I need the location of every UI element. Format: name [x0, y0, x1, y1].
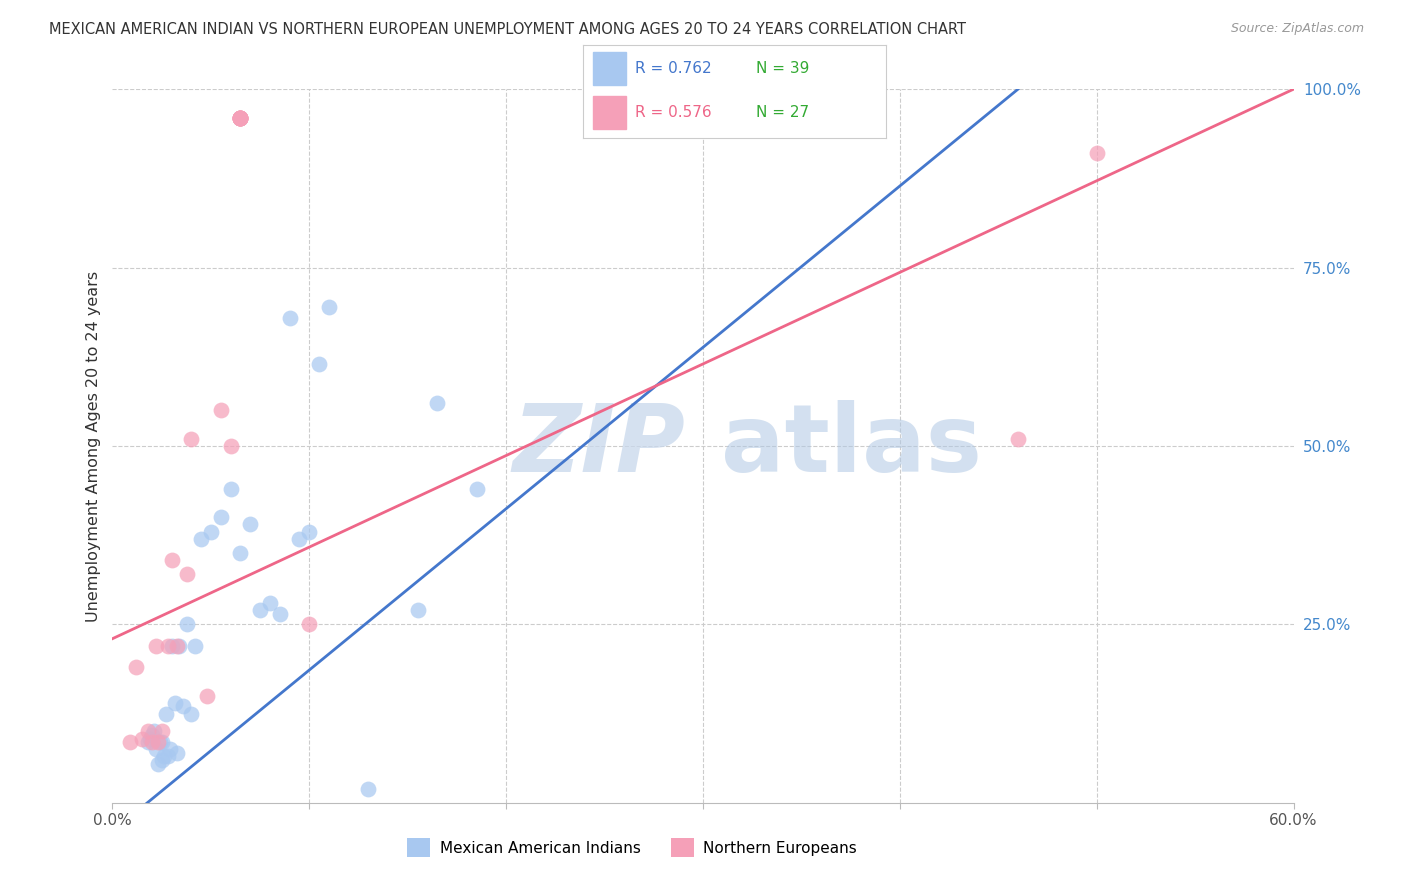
Point — [125, 660, 148, 674]
Point — [155, 706, 177, 721]
Point — [150, 753, 173, 767]
Point — [308, 357, 330, 371]
Point — [160, 639, 183, 653]
Point — [426, 396, 449, 410]
Point — [169, 639, 191, 653]
Point — [152, 749, 174, 764]
Bar — [592, 96, 626, 129]
Point — [269, 607, 291, 621]
Point — [229, 111, 252, 125]
Point — [150, 735, 173, 749]
Point — [229, 546, 252, 560]
Point — [160, 553, 183, 567]
Point — [209, 510, 232, 524]
Text: R = 0.576: R = 0.576 — [636, 105, 711, 120]
Point — [219, 482, 242, 496]
Text: R = 0.762: R = 0.762 — [636, 61, 711, 76]
Point — [229, 111, 252, 125]
Point — [131, 731, 153, 746]
Point — [239, 517, 262, 532]
Point — [288, 532, 311, 546]
Point — [200, 524, 222, 539]
Point — [190, 532, 212, 546]
Text: atlas: atlas — [721, 400, 981, 492]
Point — [184, 639, 207, 653]
Point — [150, 724, 173, 739]
Point — [1007, 432, 1029, 446]
Point — [141, 735, 163, 749]
Point — [229, 111, 252, 125]
Point — [318, 300, 340, 314]
Point — [145, 742, 167, 756]
Legend: Mexican American Indians, Northern Europeans: Mexican American Indians, Northern Europ… — [401, 832, 863, 863]
Point — [229, 111, 252, 125]
Point — [229, 111, 252, 125]
Point — [176, 567, 198, 582]
Point — [209, 403, 232, 417]
Bar — [592, 52, 626, 85]
Point — [139, 731, 162, 746]
Point — [165, 696, 187, 710]
Point — [298, 617, 321, 632]
Point — [156, 639, 179, 653]
Point — [219, 439, 242, 453]
Y-axis label: Unemployment Among Ages 20 to 24 years: Unemployment Among Ages 20 to 24 years — [86, 270, 101, 622]
Point — [357, 781, 380, 796]
Point — [1085, 146, 1108, 161]
Point — [149, 735, 172, 749]
Point — [146, 756, 169, 771]
Point — [166, 639, 188, 653]
Point — [278, 310, 301, 325]
Text: Source: ZipAtlas.com: Source: ZipAtlas.com — [1230, 22, 1364, 36]
Point — [229, 111, 252, 125]
Point — [229, 111, 252, 125]
Text: ZIP: ZIP — [512, 400, 685, 492]
Point — [176, 617, 198, 632]
Point — [406, 603, 429, 617]
Point — [180, 432, 202, 446]
Point — [136, 724, 159, 739]
Point — [142, 724, 165, 739]
Point — [180, 706, 202, 721]
Point — [259, 596, 281, 610]
Text: N = 27: N = 27 — [756, 105, 808, 120]
Point — [159, 742, 181, 756]
Point — [120, 735, 142, 749]
Point — [172, 699, 194, 714]
Point — [195, 689, 218, 703]
Point — [145, 639, 167, 653]
Point — [141, 728, 163, 742]
Text: N = 39: N = 39 — [756, 61, 810, 76]
Point — [249, 603, 271, 617]
Point — [156, 749, 179, 764]
Point — [298, 524, 321, 539]
Point — [229, 111, 252, 125]
Point — [465, 482, 488, 496]
Point — [166, 746, 188, 760]
Point — [136, 735, 159, 749]
Point — [146, 735, 169, 749]
Text: MEXICAN AMERICAN INDIAN VS NORTHERN EUROPEAN UNEMPLOYMENT AMONG AGES 20 TO 24 YE: MEXICAN AMERICAN INDIAN VS NORTHERN EURO… — [49, 22, 966, 37]
